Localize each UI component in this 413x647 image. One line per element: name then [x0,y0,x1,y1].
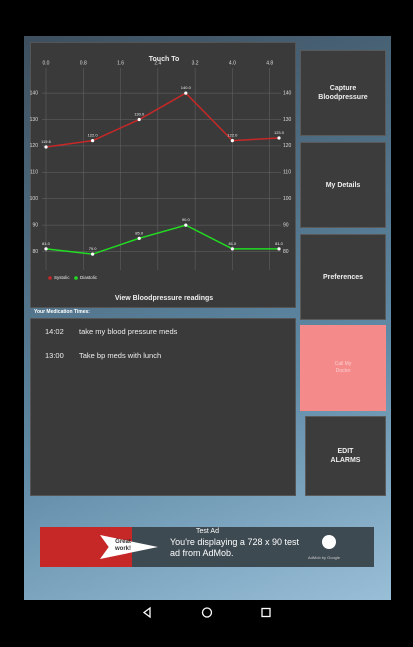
ad-banner[interactable]: Great work! Test Ad You're displaying a … [40,527,374,567]
home-button[interactable] [201,607,213,618]
ad-logo [322,535,336,549]
medication-heading: Your Medication Times: [34,309,90,315]
nav-icons [142,606,271,619]
ad-title: Test Ad [196,528,219,535]
button-label: Preferences [322,273,364,281]
button[interactable]: Preferences [300,234,386,320]
medication-time: 13:00 [45,351,64,360]
medication-row[interactable]: 14:02 take my blood pressure meds [45,327,177,336]
button[interactable]: Call My Doctor [300,325,386,411]
recents-button[interactable] [261,607,271,618]
ad-brand: AdMob by Google [308,555,341,560]
back-button[interactable] [142,606,151,619]
app-screen: Your Medication Times: 14:02 take my bloo… [24,36,391,625]
button[interactable]: My Details [300,142,386,228]
ad-badge: Great work! [114,539,131,552]
navigation-bar [24,600,391,625]
chart-panel[interactable] [30,42,296,308]
medication-time: 14:02 [45,327,64,336]
button-label: My Details [325,181,361,189]
button-label: Capture Bloodpressure [318,85,368,101]
button-label: EDIT ALARMS [330,448,361,464]
button[interactable]: Capture Bloodpressure [300,50,386,136]
ad-text: You're displaying a 728 x 90 test ad fro… [170,537,299,558]
medication-row[interactable]: 13:00 Take bp meds with lunch [45,351,161,360]
button-label: Call My Doctor [334,361,352,374]
button[interactable]: EDIT ALARMS [305,416,386,496]
medication-panel: 14:02 take my blood pressure meds 13:00 Ta… [30,318,296,496]
medication-text: take my blood pressure meds [79,327,178,336]
medication-text: Take bp meds with lunch [79,351,162,360]
